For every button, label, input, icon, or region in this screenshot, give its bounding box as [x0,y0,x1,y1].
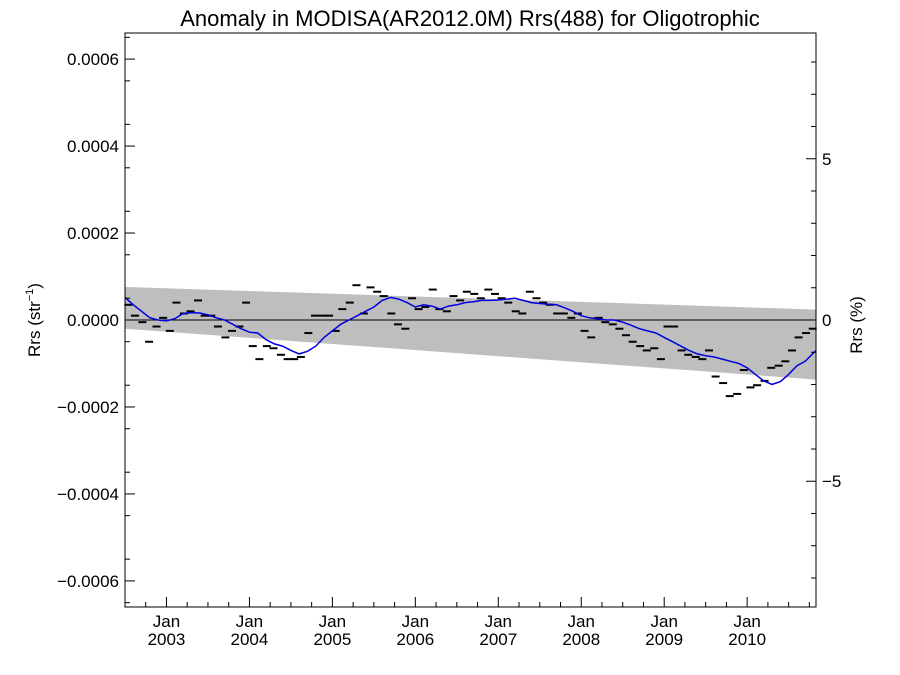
x-tick-month: Jan [153,612,180,631]
x-tick-year: 2010 [728,630,766,649]
x-tick-year: 2007 [479,630,517,649]
x-tick-year: 2005 [313,630,351,649]
running-mean-line [124,296,817,386]
x-tick-month: Jan [650,612,677,631]
y2-axis-label: Rrs (%) [847,296,866,354]
y-tick-label: −0.0002 [57,398,119,417]
uncertainty-band-layer [125,286,816,380]
y-tick-label: −0.0006 [57,572,119,591]
y-axis-label-base: Rrs (str [25,301,44,357]
y-tick-label: 0.0002 [67,224,119,243]
x-tick-month: Jan [568,612,595,631]
y2-tick-label: 5 [822,150,831,169]
tick-layer: 0.0006 0.0004 0.0002 0.0000 −0.0002 −0.0004 −0… [57,36,841,649]
x-tick-year: 2006 [396,630,434,649]
x-tick-month: Jan [236,612,263,631]
y2-tick-label: −5 [822,472,841,491]
y-axis-label: Rrs (str−1) [24,283,44,357]
y2-tick-label: 0 [822,311,831,330]
y-tick-label: 0.0004 [67,137,119,156]
x-tick-year: 2004 [231,630,269,649]
x-tick-year: 2009 [645,630,683,649]
x-tick-month: Jan [485,612,512,631]
chart-title: Anomaly in MODISA(AR2012.0M) Rrs(488) fo… [180,6,760,31]
uncertainty-band [125,286,816,380]
x-tick-month: Jan [319,612,346,631]
monthly-anomaly-layer [124,284,817,398]
x-tick-year: 2008 [562,630,600,649]
y-tick-label: −0.0004 [57,485,119,504]
x-tick-year: 2003 [148,630,186,649]
y-tick-label: 0.0006 [67,50,119,69]
x-tick-month: Jan [733,612,760,631]
x-tick-month: Jan [402,612,429,631]
running-mean-layer [124,296,817,386]
y-axis-label-close: ) [25,283,44,289]
y-tick-label: 0.0000 [67,311,119,330]
y-axis-label-sup: −1 [24,289,36,302]
